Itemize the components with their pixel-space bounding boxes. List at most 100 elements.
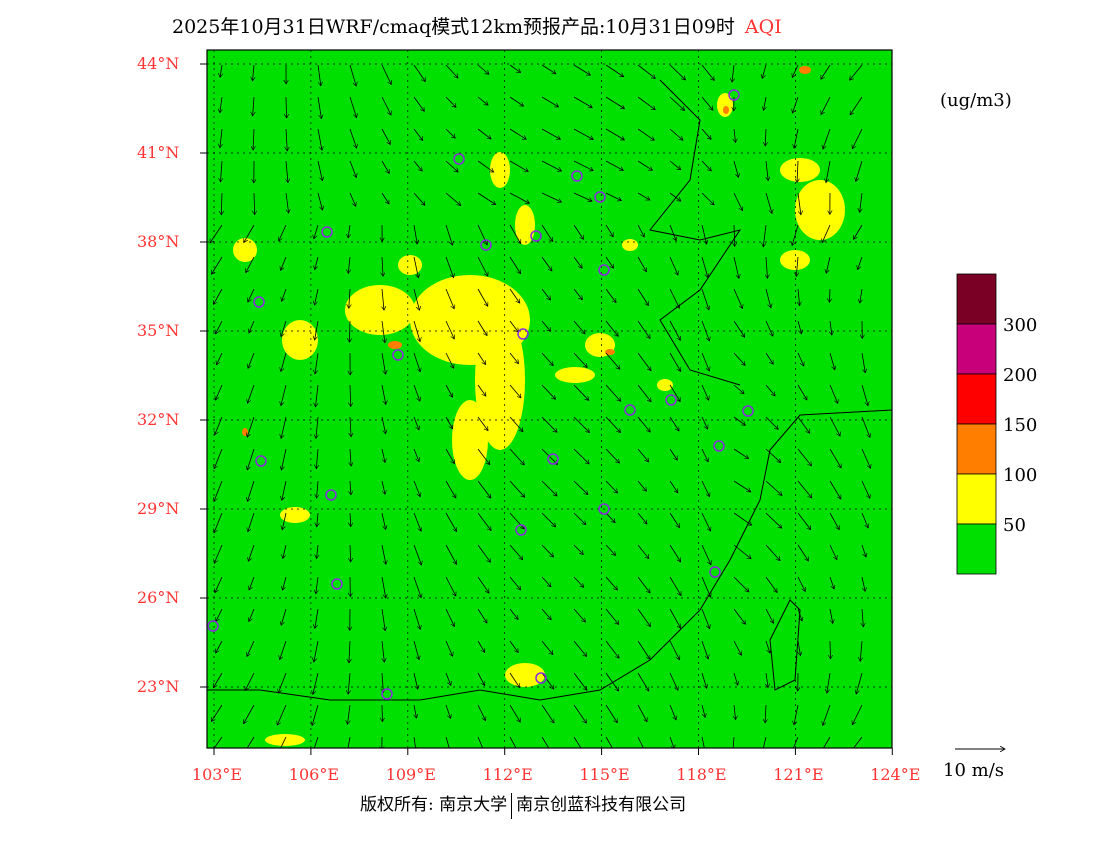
wind-vector — [765, 480, 782, 495]
wind-vector — [246, 736, 255, 748]
wind-vector — [413, 640, 419, 660]
map-title: 2025年10月31日WRF/cmaq模式12km预报产品:10月31日09时 A… — [172, 12, 782, 39]
wind-vector — [220, 96, 222, 113]
wind-vector — [214, 544, 223, 563]
wind-vector — [733, 448, 749, 459]
wind-vector — [605, 256, 614, 268]
wind-vector — [381, 96, 391, 115]
wind-vector — [477, 384, 486, 396]
wind-vector — [856, 160, 863, 181]
wind-vector — [637, 128, 654, 140]
wind-vector — [733, 640, 741, 655]
units-label: (ug/m3) — [940, 90, 1012, 111]
wind-vector — [861, 480, 870, 498]
wind-vector — [509, 288, 520, 303]
wind-vector — [701, 544, 711, 565]
wind-vector — [413, 544, 422, 565]
wind-vector — [822, 224, 831, 243]
wind-vector — [573, 576, 584, 587]
aqi-moderate-patch — [280, 507, 310, 523]
wind-vector — [349, 160, 356, 177]
wind-vector — [829, 352, 835, 370]
wind-vector — [413, 416, 419, 430]
wind-vector — [701, 288, 709, 310]
monitoring-station-marker — [453, 153, 465, 165]
wind-vector — [215, 576, 223, 593]
wind-vector — [605, 576, 617, 590]
wind-vector — [733, 576, 749, 592]
aqi-moderate-patch — [265, 734, 305, 746]
wind-vector — [765, 576, 777, 592]
wind-vector — [797, 416, 810, 433]
wind-vector — [637, 288, 649, 306]
wind-vector — [829, 480, 842, 499]
wind-vector — [669, 128, 683, 140]
wind-vector — [701, 256, 708, 278]
wind-vector — [477, 672, 485, 686]
wind-vector — [253, 96, 254, 116]
wind-vector — [213, 672, 223, 688]
wind-vector — [701, 320, 710, 341]
wind-vector — [637, 672, 650, 691]
wind-vector — [573, 352, 587, 368]
wind-vector — [732, 64, 734, 82]
wind-vector — [381, 384, 386, 404]
wind-vector — [733, 416, 745, 425]
wind-vector — [216, 608, 223, 621]
wind-vector — [797, 608, 802, 621]
wind-vector — [573, 448, 589, 464]
wind-vector — [573, 128, 593, 140]
wind-vector — [286, 128, 287, 151]
wind-vector — [637, 256, 646, 272]
coastline — [649, 79, 742, 386]
wind-vector — [605, 288, 616, 303]
colorbar-label: 200 — [1003, 365, 1038, 386]
wind-vector — [413, 160, 422, 171]
wind-vector — [248, 288, 255, 302]
wind-vector — [349, 64, 356, 86]
wind-vector — [347, 704, 351, 724]
monitoring-station-marker — [480, 239, 492, 251]
wind-vector — [765, 416, 778, 429]
wind-vector — [445, 480, 456, 498]
wind-vector — [701, 352, 709, 371]
wind-vector — [244, 704, 255, 724]
wind-vector — [509, 96, 524, 106]
monitoring-station-marker — [709, 566, 721, 578]
wind-vector — [573, 480, 588, 495]
wind-vector — [477, 192, 496, 205]
wind-vector — [247, 384, 255, 403]
wind-vector — [316, 576, 318, 594]
wind-vector — [413, 448, 419, 462]
wind-vector — [349, 128, 357, 148]
monitoring-station-marker — [665, 394, 677, 406]
wind-vector — [669, 160, 681, 170]
taiwan-outline — [769, 599, 801, 691]
wind-vector — [541, 128, 560, 139]
wind-vector — [349, 320, 350, 342]
wind-vector — [637, 224, 644, 237]
wind-vector — [253, 64, 254, 81]
aqi-moderate-patch — [622, 239, 638, 251]
wind-vector — [477, 736, 484, 748]
lon-tick-label: 121°E — [773, 765, 824, 784]
wind-vector — [254, 192, 255, 215]
wind-vector — [285, 192, 289, 213]
wind-vector — [829, 576, 834, 589]
wind-vector — [477, 704, 486, 721]
wind-vector — [541, 416, 557, 432]
wind-vector — [797, 448, 812, 466]
wind-vector — [281, 384, 287, 406]
wind-vector — [541, 320, 551, 331]
wind-vector — [860, 288, 862, 303]
wind-vector — [762, 64, 767, 78]
wind-vector — [733, 608, 745, 624]
monitoring-station-marker — [624, 404, 636, 416]
wind-vector — [766, 672, 768, 688]
wind-vector — [669, 672, 678, 690]
wind-vector — [477, 608, 488, 623]
wind-vector — [765, 608, 774, 623]
wind-vector — [573, 96, 592, 108]
wind-vector — [701, 96, 713, 110]
wind-vector — [605, 192, 621, 201]
